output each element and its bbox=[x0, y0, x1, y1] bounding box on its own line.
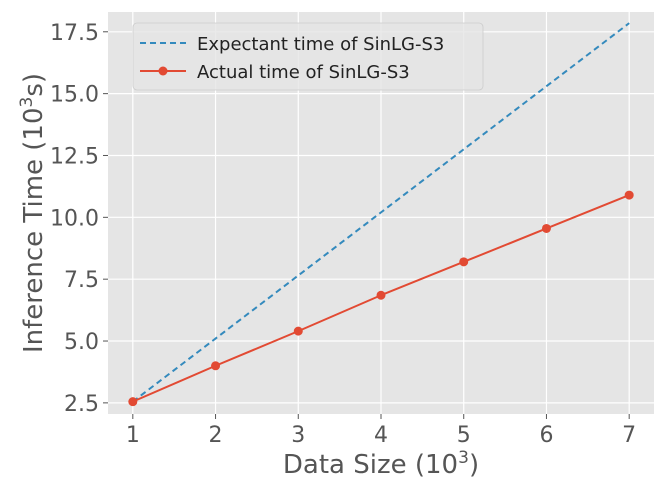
actual-time-point bbox=[541, 223, 551, 233]
x-tick-label: 2 bbox=[209, 423, 223, 448]
x-axis-label: Data Size (103) bbox=[283, 448, 479, 480]
actual-time-point bbox=[211, 361, 221, 371]
y-tick-label: 7.5 bbox=[64, 268, 99, 293]
x-tick-label: 3 bbox=[291, 423, 305, 448]
actual-time-point bbox=[624, 190, 634, 200]
actual-time-point bbox=[128, 397, 138, 407]
x-tick-label: 6 bbox=[539, 423, 553, 448]
tick-labels: 1 2 3 4 5 6 7 2.5 5.0 7.5 10.0 12.5 15.0 17.5 bbox=[50, 21, 636, 448]
expectant-time-line bbox=[132, 22, 630, 403]
legend-label-actual: Actual time of SinLG-S3 bbox=[197, 62, 410, 83]
x-tick-label: 1 bbox=[126, 423, 140, 448]
y-tick-label: 17.5 bbox=[50, 21, 99, 46]
legend-label-expectant: Expectant time of SinLG-S3 bbox=[197, 34, 444, 55]
x-tick-label: 4 bbox=[374, 423, 388, 448]
x-tick-label: 7 bbox=[622, 423, 636, 448]
y-axis-label: Inference Time (103s) bbox=[17, 73, 49, 353]
y-tick-label: 10.0 bbox=[50, 206, 99, 231]
actual-time-point bbox=[293, 326, 303, 336]
x-tick-label: 5 bbox=[457, 423, 471, 448]
legend-marker-actual bbox=[158, 66, 168, 76]
actual-time-point bbox=[459, 257, 469, 267]
y-tick-label: 12.5 bbox=[50, 144, 99, 169]
legend-box bbox=[132, 22, 484, 91]
y-tick-label: 5.0 bbox=[64, 330, 99, 355]
y-tick-label: 2.5 bbox=[64, 392, 99, 417]
actual-time-point bbox=[376, 290, 386, 300]
y-tick-label: 15.0 bbox=[50, 83, 99, 108]
legend: Expectant time of SinLG-S3 Actual time o… bbox=[132, 22, 484, 91]
series-layer bbox=[128, 22, 634, 407]
